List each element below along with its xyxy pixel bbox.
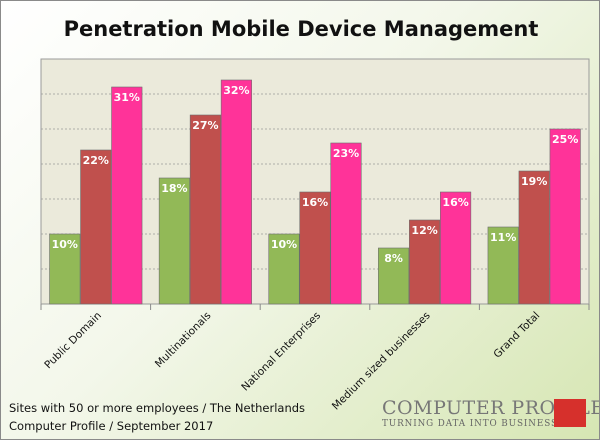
bar (518, 170, 550, 305)
data-label: 11% (490, 231, 516, 244)
data-label: 22% (83, 154, 109, 167)
bar (189, 114, 221, 305)
chart-title: Penetration Mobile Device Management (63, 17, 539, 41)
data-label: 25% (552, 133, 578, 146)
bar (220, 79, 252, 305)
bar (49, 233, 81, 305)
data-label: 8% (384, 252, 403, 265)
data-label: 12% (411, 224, 437, 237)
bar (378, 247, 410, 305)
bar (487, 226, 519, 305)
bar (440, 191, 472, 305)
data-label: 16% (302, 196, 328, 209)
data-label: 10% (271, 238, 297, 251)
data-label: 19% (521, 175, 547, 188)
company-logo: COMPUTER PROFILE TURNING DATA INTO BUSIN… (376, 397, 599, 431)
bar (330, 142, 362, 305)
bar (158, 177, 190, 305)
bar (299, 191, 331, 305)
bar (409, 219, 441, 305)
bar (268, 233, 300, 305)
category-label: Grand Total (491, 310, 542, 361)
data-label: 18% (161, 182, 187, 195)
data-label: 32% (223, 84, 249, 97)
data-label: 16% (442, 196, 468, 209)
category-label: National Enterprises (239, 310, 323, 394)
data-label: 31% (114, 91, 140, 104)
category-label: Public Domain (42, 310, 104, 372)
data-label: 23% (333, 147, 359, 160)
footnote-sample: Sites with 50 or more employees / The Ne… (9, 401, 306, 415)
logo-square-icon (554, 399, 586, 427)
logo-tagline: TURNING DATA INTO BUSINESS (382, 419, 558, 429)
bar (549, 128, 581, 305)
data-label: 27% (192, 119, 218, 132)
category-label: Multinationals (153, 310, 214, 371)
footnote-source: Computer Profile / September 2017 (9, 419, 214, 433)
bar (80, 149, 112, 305)
bar (111, 86, 143, 305)
logo-name: COMPUTER PROFILE (382, 397, 600, 419)
data-label: 10% (52, 238, 78, 251)
